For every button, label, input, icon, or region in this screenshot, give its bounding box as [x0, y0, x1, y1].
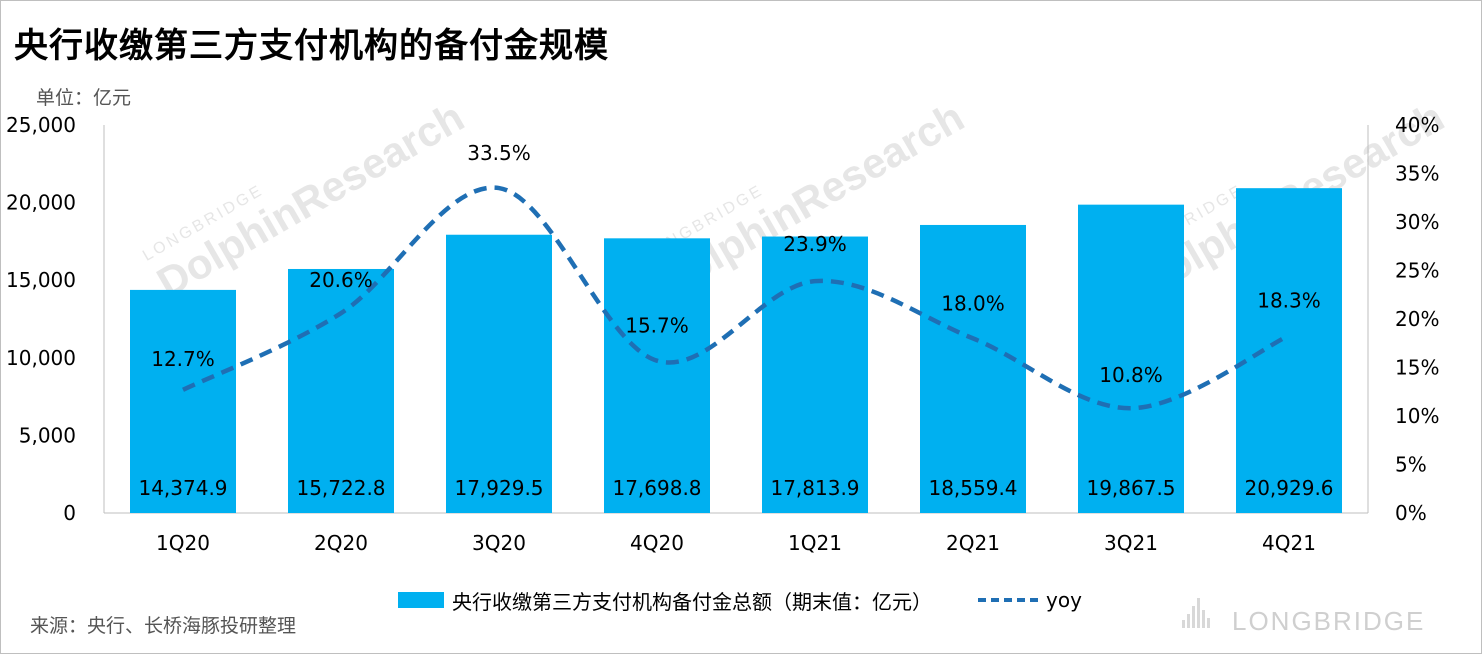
x-tick-label: 2Q20 — [314, 531, 368, 555]
y-left-tick-label: 25,000 — [6, 113, 76, 137]
bar-value-label: 14,374.9 — [138, 476, 227, 500]
y-right-tick-label: 20% — [1395, 307, 1439, 331]
bar-value-label: 17,929.5 — [454, 476, 543, 500]
yoy-value-label: 15.7% — [625, 314, 689, 338]
longbridge-logo-icon — [1182, 598, 1212, 628]
yoy-value-label: 33.5% — [467, 141, 531, 165]
y-left-tick-label: 10,000 — [6, 346, 76, 370]
x-tick-label: 3Q20 — [472, 531, 526, 555]
x-tick-label: 1Q21 — [788, 531, 842, 555]
x-tick-label: 2Q21 — [946, 531, 1000, 555]
yoy-value-label: 10.8% — [1099, 363, 1163, 387]
x-tick-label: 1Q20 — [156, 531, 210, 555]
x-tick-label: 4Q20 — [630, 531, 684, 555]
legend-line-swatch — [978, 598, 1038, 602]
yoy-value-label: 18.0% — [941, 291, 1005, 315]
watermark-brand: LONGBRIDGE — [1232, 606, 1426, 636]
bar — [288, 268, 394, 513]
source-note: 来源：央行、长桥海豚投研整理 — [30, 615, 297, 637]
bar — [762, 236, 868, 514]
y-right-tick-label: 35% — [1395, 162, 1439, 186]
y-right-tick-label: 5% — [1395, 453, 1427, 477]
bar-value-label: 15,722.8 — [296, 476, 385, 500]
bar — [1236, 188, 1342, 513]
chart-title: 央行收缴第三方支付机构的备付金规模 — [14, 26, 609, 66]
yoy-value-label: 12.7% — [151, 347, 215, 371]
bar — [920, 224, 1026, 513]
y-right-tick-label: 25% — [1395, 259, 1439, 283]
bar — [446, 234, 552, 513]
y-right-tick-label: 40% — [1395, 113, 1439, 137]
y-right-tick-label: 10% — [1395, 404, 1439, 428]
y-right-tick-label: 15% — [1395, 356, 1439, 380]
legend-bar-swatch — [398, 592, 444, 608]
bar-value-label: 17,813.9 — [770, 476, 859, 500]
bar — [1078, 204, 1184, 513]
unit-label: 单位：亿元 — [36, 87, 132, 109]
bar-value-label: 18,559.4 — [928, 476, 1017, 500]
legend-bar-label: 央行收缴第三方支付机构备付金总额（期末值：亿元） — [452, 589, 932, 614]
x-tick-label: 3Q21 — [1104, 531, 1158, 555]
y-right-tick-label: 0% — [1395, 501, 1427, 525]
yoy-line — [182, 185, 1290, 411]
chart-legend: 央行收缴第三方支付机构备付金总额（期末值：亿元） yoy — [398, 586, 1082, 614]
yoy-value-label: 18.3% — [1257, 288, 1321, 312]
yoy-value-label: 23.9% — [783, 232, 847, 256]
legend-line-label: yoy — [1046, 588, 1082, 612]
bar-value-label: 20,929.6 — [1244, 476, 1333, 500]
bar-value-label: 19,867.5 — [1086, 476, 1175, 500]
y-left-tick-label: 15,000 — [6, 268, 76, 292]
bar — [130, 289, 236, 513]
bar — [604, 238, 710, 513]
y-left-tick-label: 5,000 — [19, 423, 76, 447]
x-tick-label: 4Q21 — [1262, 531, 1316, 555]
yoy-value-label: 20.6% — [309, 268, 373, 292]
bar-value-label: 17,698.8 — [612, 476, 701, 500]
y-right-tick-label: 30% — [1395, 210, 1439, 234]
y-left-tick-label: 0 — [63, 501, 76, 525]
y-left-tick-label: 20,000 — [6, 191, 76, 215]
